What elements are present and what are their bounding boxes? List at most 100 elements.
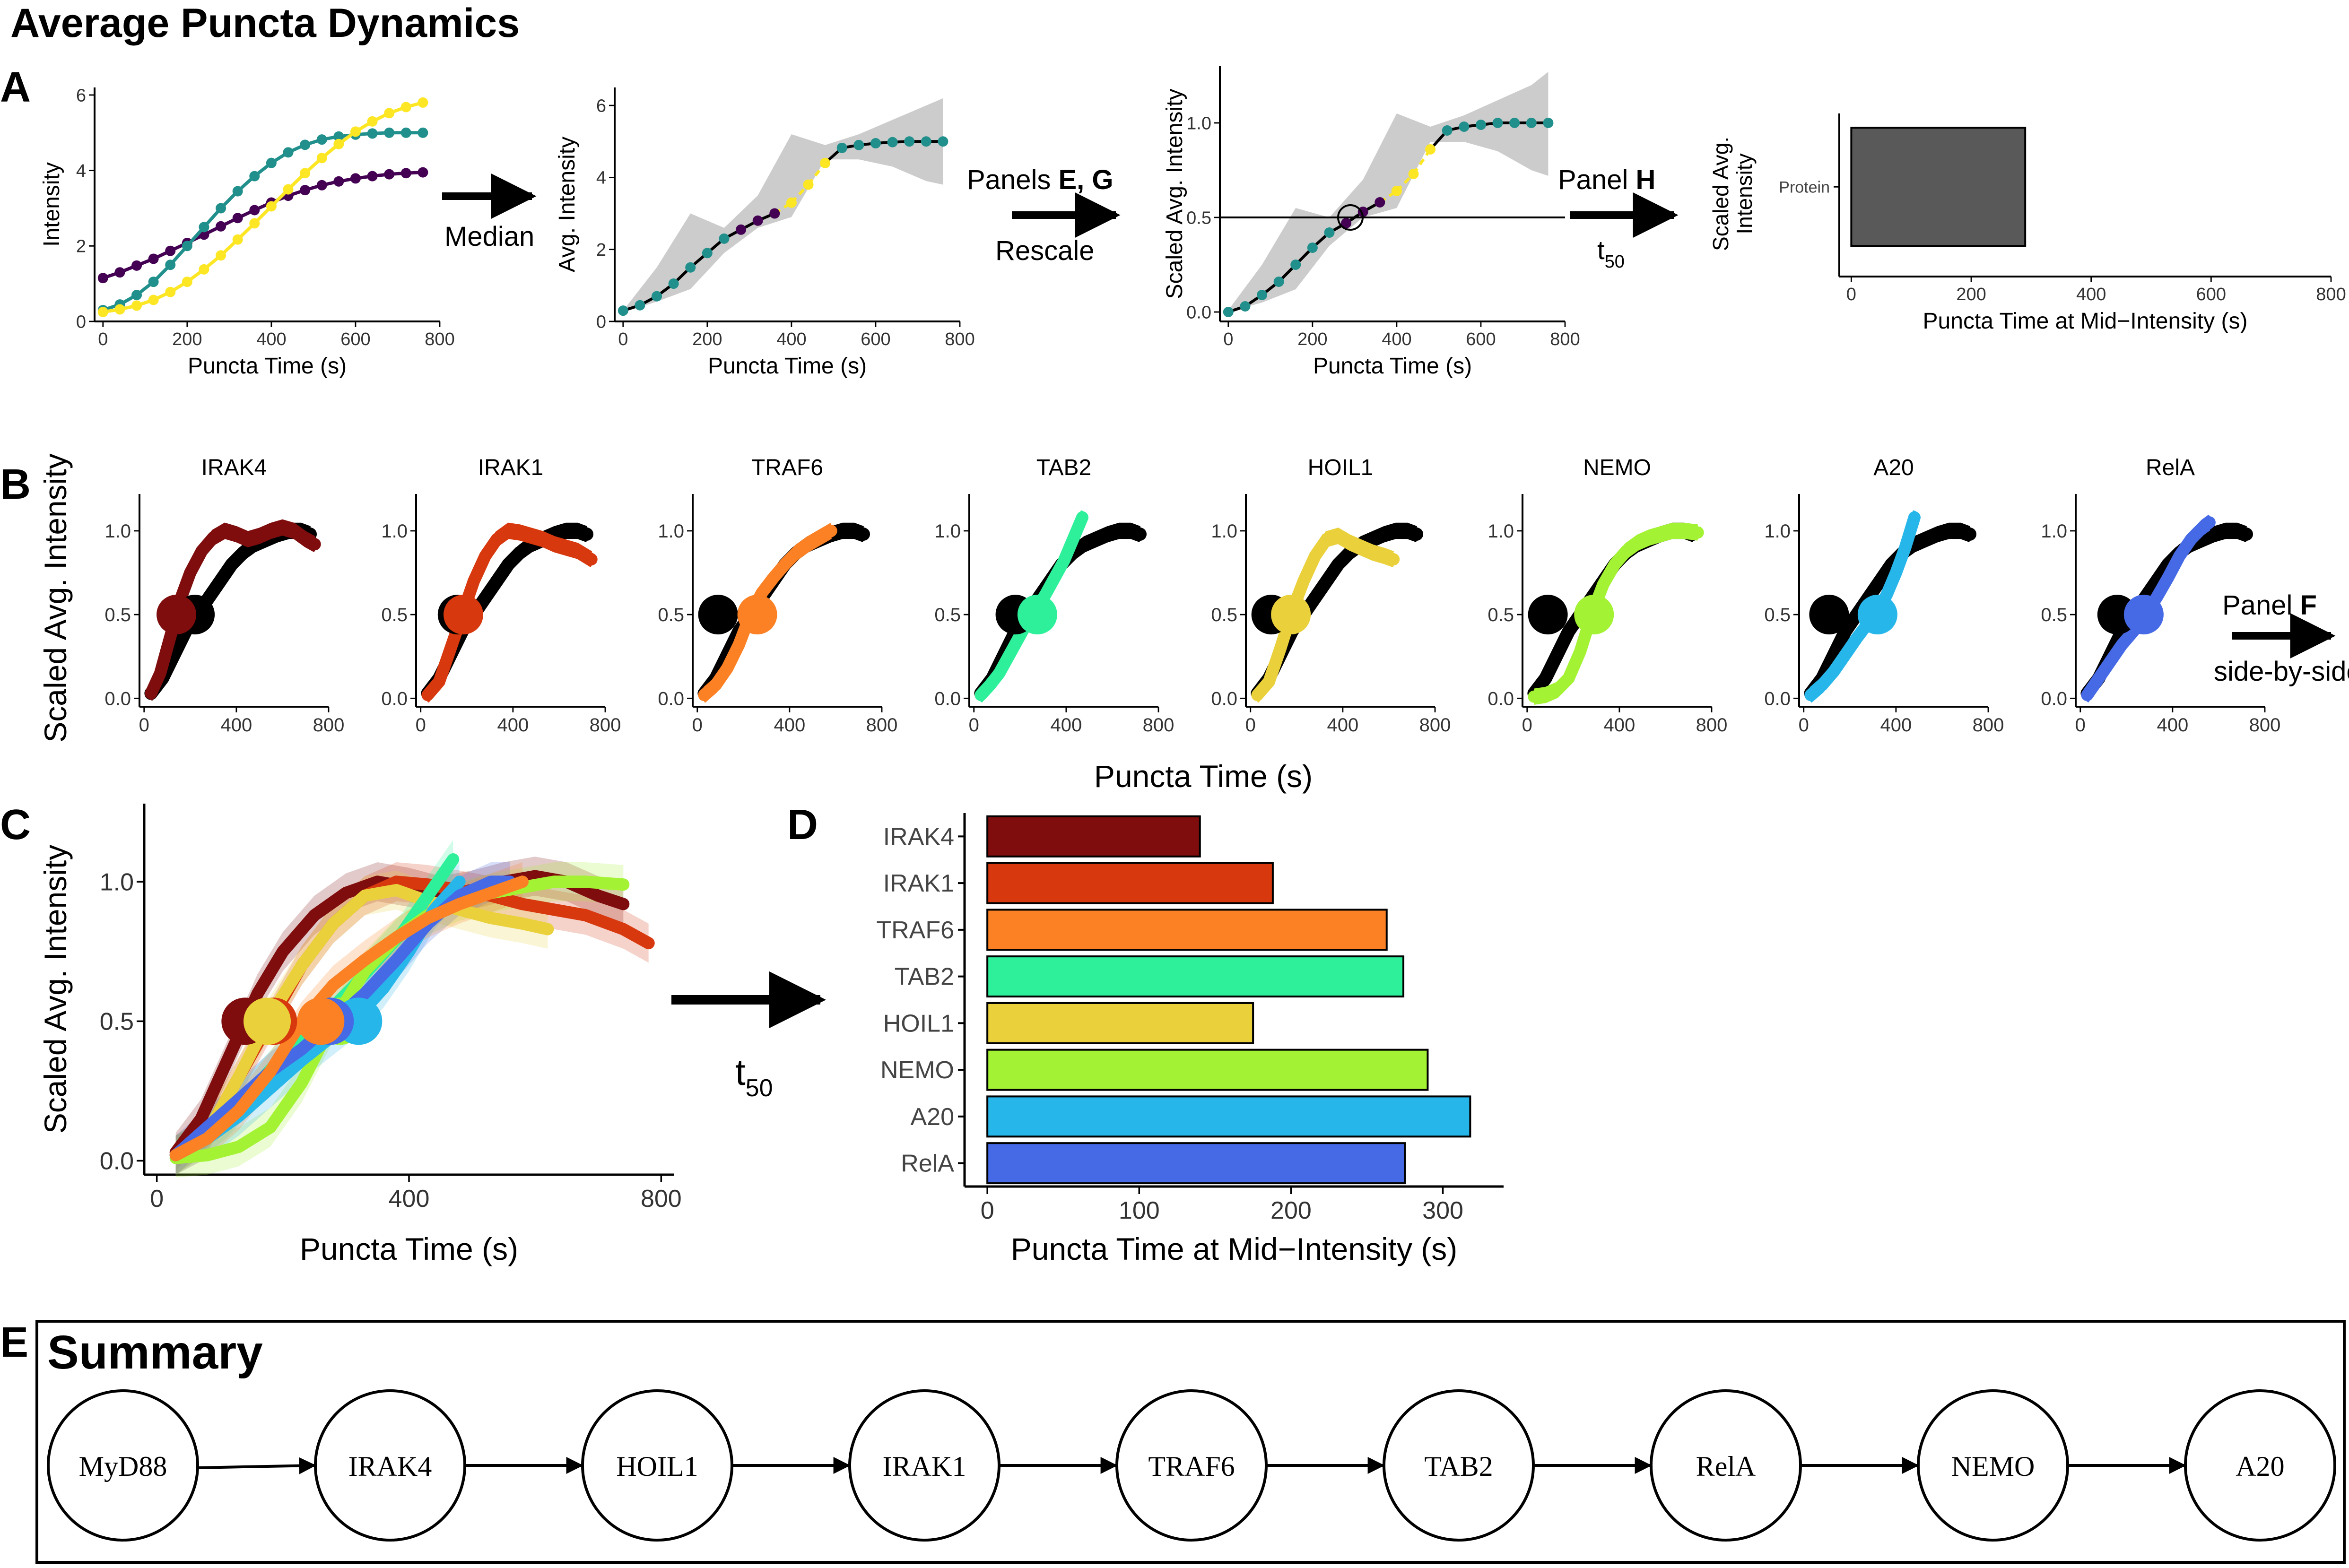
panel-letter-b: B [0,461,31,508]
panel-title: NEMO [1583,455,1651,480]
y-tick-label: 1.0 [381,521,408,542]
y-tick-label: 0.5 [104,605,131,625]
data-point-yellow [418,97,428,108]
x-tick-label: 800 [641,1185,682,1213]
arrow-h-label: Panel H [1558,165,1655,195]
arrow-f-label-line2: side-by-side [2214,656,2349,687]
panel-title: A20 [1873,455,1914,480]
arrow-rescale-label-top: Panels E, G [967,165,1114,195]
median-point [836,142,847,153]
data-point-purple [131,260,142,271]
bar-irak4 [986,815,1201,858]
y-axis-title-line2: Intensity [1732,153,1757,234]
y-tick-label: 6 [596,96,606,116]
data-point-yellow [131,300,142,311]
data-point-yellow [232,234,243,245]
x-tick-label: 400 [1382,329,1411,349]
data-point-purple [418,167,428,178]
panel-b-ylabel: Scaled Avg. Intensity [38,453,73,743]
y-tick-label: 0.0 [100,1148,134,1175]
y-tick-label: 0.0 [381,688,408,709]
panel-b-rela: RelA 0 400 800 0.0 0.5 1.0 [2041,455,2280,736]
y-tick-label: 0.0 [2041,688,2067,709]
scaled-point [1509,118,1520,128]
data-point-purple [165,245,176,256]
data-point-yellow [384,108,395,119]
panel-a-median-chart: 0 200 400 600 800 0 2 4 6 Puncta Time (s) Avg. Int… [555,87,975,379]
scaled-point [1257,290,1268,300]
scaled-point [1408,169,1419,179]
data-point-purple [367,171,378,182]
data-point-yellow [350,126,361,137]
median-point [668,278,679,289]
data-point-teal [148,277,159,287]
arrow-f-label: Panel F [2222,590,2317,621]
y-axis-title: Avg. Intensity [555,137,580,272]
y-tick-label: 0 [76,312,86,332]
y-tick-label: HOIL1 [883,1010,954,1037]
x-tick-label: 400 [1880,715,1912,736]
iqr-ribbon [1228,72,1549,312]
y-tick-label: 1.0 [1211,521,1237,542]
x-axis-title: Puncta Time (s) [1313,354,1472,379]
bar-a20 [986,1095,1471,1138]
y-tick-label: 2 [76,237,86,257]
panel-a-scaled-chart: 0 200 400 600 800 0.0 0.5 1.0 Puncta Time (s) Sca… [1162,66,1580,379]
t50-c-main: t [735,1051,746,1093]
data-point-teal [384,127,395,138]
y-tick-label: A20 [910,1103,954,1131]
figure-title: Average Puncta Dynamics [10,0,520,46]
median-point [921,136,931,147]
data-point-yellow [249,218,260,229]
x-tick-label: 0 [416,715,426,736]
data-point-purple [384,169,395,180]
x-tick-label: 0 [1522,715,1532,736]
protein-t50-point [1574,595,1614,635]
panel-a-raw-intensity-chart: 0 200 400 600 800 0 2 4 6 Puncta Time (s) Intensit… [39,86,455,379]
bar-rela [986,1142,1406,1185]
data-point-yellow [182,277,192,287]
x-tick-label: 0 [969,715,979,736]
x-tick-label: 200 [1297,329,1327,349]
pathway-node-hoil1 [581,1389,733,1542]
data-point-teal [216,203,226,214]
t50-c-sub: 50 [746,1074,773,1102]
median-point [786,197,797,208]
y-tick-label: 0.5 [381,605,408,625]
t50-point-traf6 [297,997,345,1045]
pathway-node-nemo [1917,1389,2069,1542]
x-tick-label: 800 [1143,715,1174,736]
scaled-point [1223,307,1234,317]
bar-irak1 [986,862,1274,904]
y-tick-label: 0.0 [934,688,961,709]
scaled-point [1391,186,1402,196]
scaled-point [1290,260,1301,270]
data-point-teal [300,139,311,150]
data-point-teal [266,157,277,168]
x-tick-label: 0 [692,715,703,736]
data-point-teal [333,131,344,142]
pathway-node-rela [1650,1389,1802,1542]
panel-b-traf6: TRAF6 0 400 800 0.0 0.5 1.0 [658,455,897,736]
x-tick-label: 400 [221,715,252,736]
panel-b-tab2: TAB2 0 400 800 0.0 0.5 1.0 [934,455,1174,736]
bar-traf6 [986,909,1388,951]
median-point [618,305,628,316]
arrow-f-pre: Panel [2222,590,2300,621]
x-tick-label: 0 [1846,285,1856,304]
y-tick-label: 1.0 [658,521,684,542]
protein-t50-point [2123,595,2164,635]
y-axis-title-line1: Scaled Avg. [1708,137,1733,251]
y-tick-label: 4 [596,168,606,188]
y-tick-label: 1.0 [2041,521,2067,542]
scaled-point [1543,118,1554,128]
x-tick-label: 800 [2316,285,2346,304]
data-point-purple [400,168,411,179]
y-tick-label: 1.0 [100,868,134,896]
line-hoil1 [169,884,554,1161]
median-point [820,157,831,168]
x-tick-label: 0 [618,329,628,349]
x-tick-label: 0 [981,1197,994,1224]
x-tick-label: 0 [1223,329,1233,349]
